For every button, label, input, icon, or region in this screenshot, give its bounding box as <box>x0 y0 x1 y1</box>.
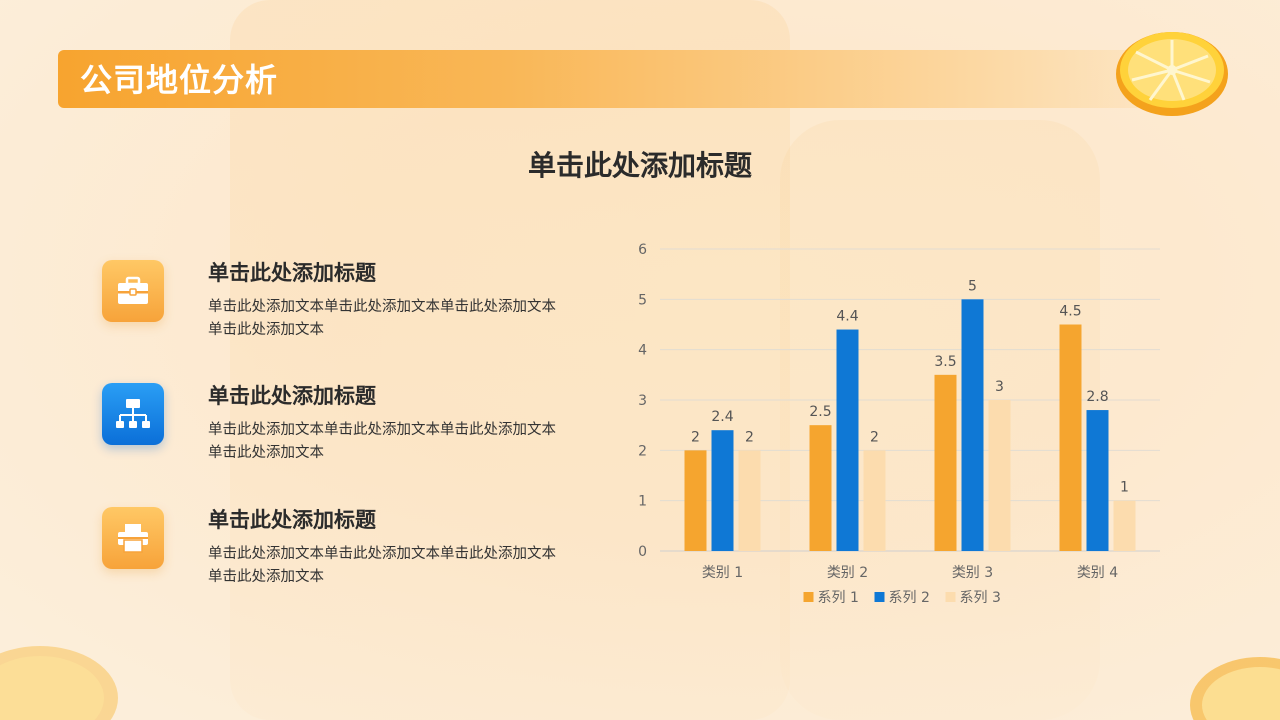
y-tick-label: 5 <box>638 292 647 308</box>
feature-icon-box-1 <box>102 260 164 322</box>
lemon-slice-bottom-left-icon <box>0 646 118 720</box>
y-tick-label: 2 <box>638 443 647 459</box>
feature-item-3: 单击此处添加标题 单击此处添加文本单击此处添加文本单击此处添加文本单击此处添加文… <box>102 507 572 607</box>
legend-label: 系列 3 <box>960 590 1001 606</box>
y-tick-label: 6 <box>638 242 647 258</box>
bar <box>836 329 859 551</box>
data-label: 2.5 <box>809 404 831 420</box>
bar-chart-svg: 0 1 2 3 4 5 6 2 2.4 2 类别 1 2.5 4.4 2 类别 2 3.5 5 3 类别 3 4.5 2… <box>638 242 1160 606</box>
legend-swatch <box>945 592 956 602</box>
x-tick-label: 类别 4 <box>1077 565 1118 581</box>
lemon-slice-icon <box>1116 32 1228 116</box>
bar <box>1059 324 1082 551</box>
y-tick-label: 4 <box>638 343 647 359</box>
feature-item-1: 单击此处添加标题 单击此处添加文本单击此处添加文本单击此处添加文本单击此处添加文… <box>102 260 572 360</box>
legend-swatch <box>803 592 814 602</box>
bar <box>961 299 984 551</box>
feature-text-2: 单击此处添加文本单击此处添加文本单击此处添加文本单击此处添加文本 <box>208 422 556 461</box>
briefcase-icon <box>118 276 148 304</box>
bar <box>863 450 886 551</box>
x-tick-label: 类别 1 <box>702 565 743 581</box>
data-label: 4.5 <box>1059 304 1081 320</box>
data-label: 3 <box>995 379 1004 395</box>
x-tick-label: 类别 2 <box>827 565 868 581</box>
y-tick-label: 1 <box>638 494 647 510</box>
printer-icon <box>118 524 148 553</box>
bar <box>809 425 832 551</box>
data-label: 3.5 <box>934 354 956 370</box>
bar-chart: 0 1 2 3 4 5 6 2 2.4 2 类别 1 2.5 4.4 2 类别 2 3.5 5 3 类别 3 4.5 2… <box>620 230 1180 630</box>
data-label: 2 <box>691 429 700 445</box>
x-tick-label: 类别 3 <box>952 565 993 581</box>
bar <box>711 430 734 551</box>
feature-title-3: 单击此处添加标题 <box>208 508 376 532</box>
data-label: 4.4 <box>836 309 858 325</box>
feature-text-1: 单击此处添加文本单击此处添加文本单击此处添加文本单击此处添加文本 <box>208 299 556 338</box>
feature-icon-box-3 <box>102 507 164 569</box>
bar <box>988 400 1011 551</box>
legend-swatch <box>874 592 885 602</box>
org-chart-icon <box>116 399 150 428</box>
bar <box>684 450 707 551</box>
y-tick-label: 0 <box>638 544 647 560</box>
data-label: 2 <box>745 429 754 445</box>
y-tick-label: 3 <box>638 393 647 409</box>
bar <box>738 450 761 551</box>
title-bar <box>58 50 1188 108</box>
bar <box>934 374 957 551</box>
feature-title-1: 单击此处添加标题 <box>208 261 376 285</box>
section-title: 单击此处添加标题 <box>527 149 752 182</box>
legend-label: 系列 2 <box>889 590 930 606</box>
data-label: 2 <box>870 429 879 445</box>
feature-text-3: 单击此处添加文本单击此处添加文本单击此处添加文本单击此处添加文本 <box>208 546 556 585</box>
data-label: 1 <box>1120 480 1129 496</box>
page-title: 公司地位分析 <box>80 61 279 99</box>
bar <box>1086 410 1109 551</box>
feature-title-2: 单击此处添加标题 <box>208 384 376 408</box>
legend-label: 系列 1 <box>818 590 859 606</box>
bar <box>1113 500 1136 551</box>
data-label: 5 <box>968 278 977 294</box>
feature-icon-box-2 <box>102 383 164 445</box>
lemon-slice-bottom-right-icon <box>1190 657 1280 720</box>
feature-item-2: 单击此处添加标题 单击此处添加文本单击此处添加文本单击此处添加文本单击此处添加文… <box>102 383 572 483</box>
data-label: 2.8 <box>1086 389 1108 405</box>
data-label: 2.4 <box>711 409 733 425</box>
